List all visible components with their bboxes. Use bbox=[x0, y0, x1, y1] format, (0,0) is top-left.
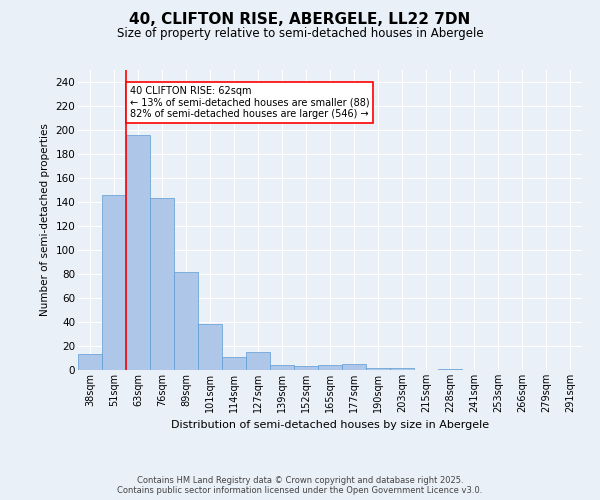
Text: 40, CLIFTON RISE, ABERGELE, LL22 7DN: 40, CLIFTON RISE, ABERGELE, LL22 7DN bbox=[130, 12, 470, 28]
Bar bbox=[390, 368, 414, 370]
Text: Size of property relative to semi-detached houses in Abergele: Size of property relative to semi-detach… bbox=[116, 28, 484, 40]
Bar bbox=[150, 198, 174, 370]
Bar bbox=[438, 369, 462, 370]
Bar bbox=[246, 352, 270, 370]
Bar bbox=[102, 195, 126, 370]
Text: 40 CLIFTON RISE: 62sqm
← 13% of semi-detached houses are smaller (88)
82% of sem: 40 CLIFTON RISE: 62sqm ← 13% of semi-det… bbox=[130, 86, 369, 119]
Text: Contains HM Land Registry data © Crown copyright and database right 2025.
Contai: Contains HM Land Registry data © Crown c… bbox=[118, 476, 482, 495]
Bar bbox=[318, 365, 342, 370]
Bar bbox=[78, 354, 102, 370]
Bar bbox=[366, 368, 390, 370]
Y-axis label: Number of semi-detached properties: Number of semi-detached properties bbox=[40, 124, 50, 316]
Bar bbox=[270, 365, 294, 370]
Bar bbox=[294, 366, 318, 370]
Bar bbox=[174, 272, 198, 370]
X-axis label: Distribution of semi-detached houses by size in Abergele: Distribution of semi-detached houses by … bbox=[171, 420, 489, 430]
Bar bbox=[222, 357, 246, 370]
Bar bbox=[126, 135, 150, 370]
Bar bbox=[198, 324, 222, 370]
Bar bbox=[342, 364, 366, 370]
